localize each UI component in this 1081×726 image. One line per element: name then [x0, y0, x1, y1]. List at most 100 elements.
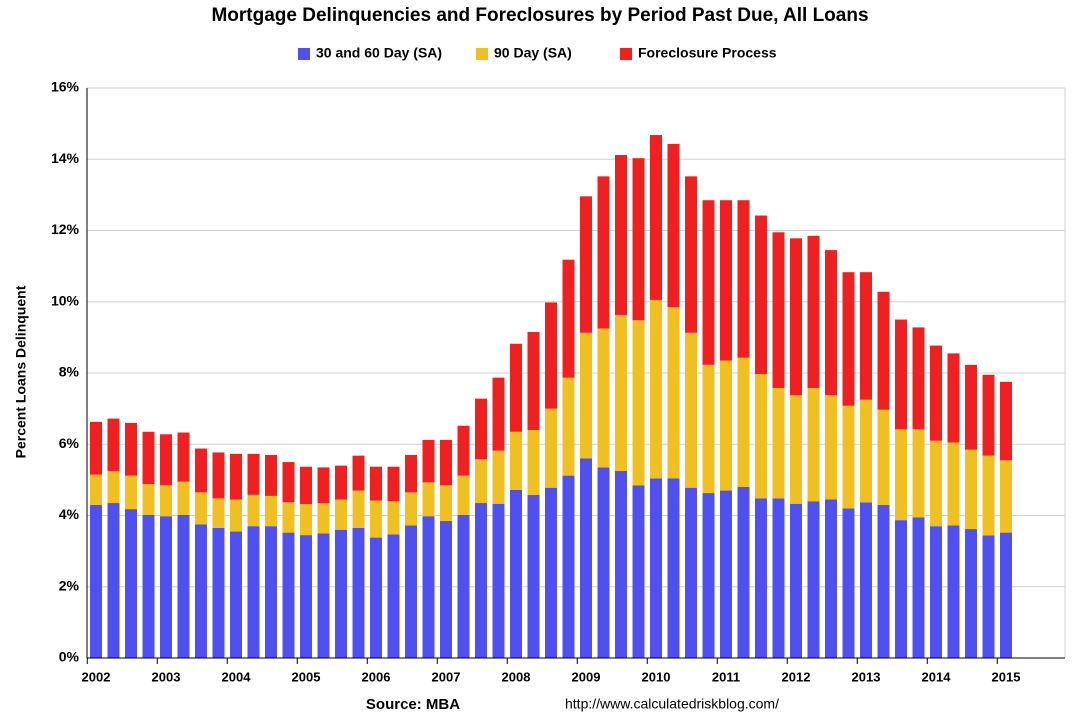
bar-segment: [912, 327, 925, 430]
bar-segment: [650, 478, 662, 658]
bar-segment: [895, 520, 907, 658]
bar-segment: [510, 431, 522, 490]
bar-segment: [300, 535, 312, 658]
y-tick-label: 6%: [59, 435, 80, 451]
url: http://www.calculatedriskblog.com/: [565, 696, 779, 712]
x-tick-label: 2002: [82, 669, 111, 684]
bar-segment: [405, 492, 417, 526]
bar-segment: [125, 475, 137, 510]
bar-segment: [335, 499, 347, 530]
bar-segment: [247, 526, 260, 658]
bar-segment: [790, 395, 802, 504]
bar-segment: [212, 527, 225, 658]
legend-label: 30 and 60 Day (SA): [316, 45, 442, 61]
bar-segment: [90, 504, 102, 658]
bar-segment: [685, 332, 697, 488]
bar-segment: [510, 489, 522, 658]
bar-segment: [930, 345, 942, 441]
bar-segment: [860, 399, 872, 503]
bar-segment: [772, 498, 785, 658]
bar-segment: [177, 514, 190, 658]
bar-segment: [142, 431, 155, 485]
bar-segment: [632, 158, 645, 321]
x-tick-label: 2015: [992, 669, 1021, 684]
bar-segment: [492, 377, 505, 451]
legend-swatch: [476, 48, 488, 60]
bar-segment: [282, 462, 295, 503]
bar-segment: [842, 508, 855, 658]
x-tick-label: 2007: [432, 669, 461, 684]
x-tick-label: 2003: [152, 669, 181, 684]
bar-segment: [825, 250, 837, 396]
bar-segment: [755, 498, 767, 658]
bar-segment: [965, 449, 977, 530]
bar-segment: [737, 200, 750, 358]
bar-segment: [702, 493, 715, 658]
bar-segment: [212, 452, 225, 499]
bar-segment: [562, 377, 575, 476]
bar-segment: [352, 455, 365, 491]
bar-segment: [160, 434, 172, 486]
bar-segment: [1000, 460, 1012, 533]
bar-segment: [755, 374, 767, 499]
bar-segment: [265, 526, 277, 658]
bar-segment: [440, 439, 452, 486]
bar-segment: [387, 534, 400, 658]
bar-segment: [790, 503, 802, 658]
bar-segment: [545, 408, 557, 488]
bar-segment: [650, 135, 662, 300]
bar-segment: [475, 459, 487, 504]
bar-segment: [440, 520, 452, 658]
bar-segment: [982, 455, 995, 536]
legend-label: 90 Day (SA): [494, 45, 572, 61]
x-tick-label: 2009: [572, 669, 601, 684]
bar-segment: [370, 500, 382, 538]
bar-segment: [475, 503, 487, 658]
bar-segment: [842, 272, 855, 406]
bar-segment: [387, 501, 400, 535]
legend-swatch: [620, 48, 632, 60]
bar-segment: [667, 307, 680, 479]
legend-label: Foreclosure Process: [638, 45, 777, 61]
source: Source: MBA: [366, 696, 460, 713]
bar-segment: [195, 448, 207, 493]
bar-segment: [300, 504, 312, 536]
x-tick-label: 2012: [782, 669, 811, 684]
y-tick-label: 4%: [59, 506, 80, 522]
bar-segment: [772, 387, 785, 499]
bar-segment: [860, 272, 872, 400]
bar-segment: [107, 503, 120, 658]
bar-segment: [615, 314, 627, 471]
bar-segment: [475, 398, 487, 460]
bar-segment: [912, 429, 925, 518]
bar-segment: [982, 374, 995, 456]
bar-segment: [580, 196, 592, 333]
bar-segment: [335, 529, 347, 658]
bar-segment: [632, 320, 645, 486]
bar-segment: [737, 487, 750, 658]
bar-segment: [597, 176, 610, 329]
bar-segment: [965, 364, 977, 450]
bar-segment: [772, 232, 785, 388]
bar-segment: [335, 465, 347, 500]
chart-title: Mortgage Delinquencies and Foreclosures …: [211, 5, 868, 26]
bar-segment: [667, 478, 680, 658]
bar-segment: [807, 387, 820, 502]
bar-segment: [90, 474, 102, 505]
bar-segment: [702, 364, 715, 494]
x-tick-label: 2006: [362, 669, 391, 684]
bar-segment: [1000, 532, 1012, 658]
bar-segment: [597, 328, 610, 468]
bar-segment: [142, 484, 155, 515]
bar-segment: [352, 490, 365, 528]
bar-segment: [930, 440, 942, 527]
bar-segment: [685, 487, 697, 658]
bar-segment: [142, 514, 155, 658]
bar-segment: [125, 422, 137, 476]
bar-segment: [457, 475, 470, 515]
y-tick-label: 2%: [59, 577, 80, 593]
bar-segment: [247, 494, 260, 527]
bar-segment: [650, 299, 662, 479]
y-tick-label: 14%: [51, 150, 80, 166]
bar-segment: [422, 439, 435, 483]
